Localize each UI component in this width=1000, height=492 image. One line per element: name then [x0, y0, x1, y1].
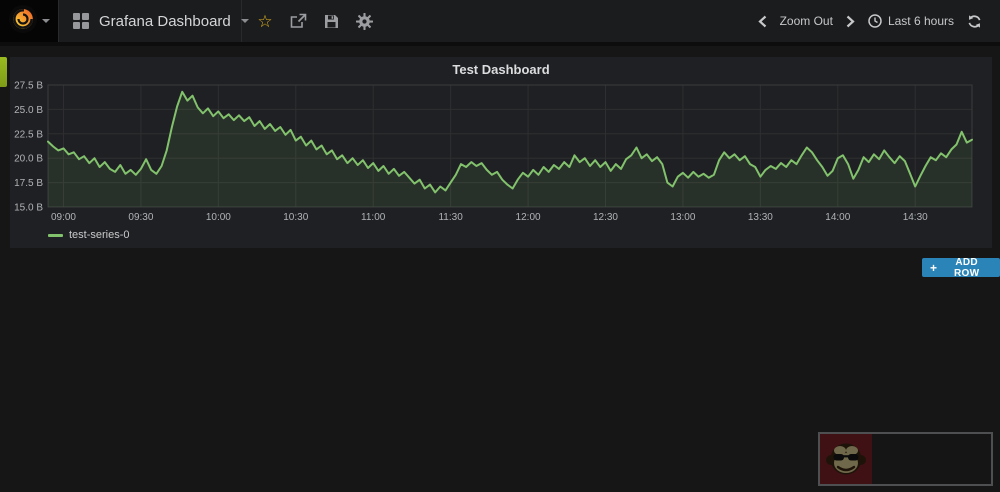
- settings-gear-icon: [355, 12, 373, 30]
- zoom-out-button[interactable]: Zoom Out: [779, 14, 833, 28]
- grafana-logo-icon: [8, 4, 38, 39]
- time-range-picker[interactable]: Last 6 hours: [868, 14, 954, 28]
- monkey-badge: [820, 434, 872, 484]
- row-collapse-handle[interactable]: [0, 57, 7, 87]
- svg-text:10:00: 10:00: [206, 212, 231, 223]
- top-navbar: Grafana Dashboard ☆: [0, 0, 1000, 42]
- star-icon: ☆: [257, 11, 273, 31]
- share-button[interactable]: [289, 11, 307, 31]
- svg-text:12:30: 12:30: [593, 212, 618, 223]
- dashboard-action-bar: ☆: [242, 0, 373, 42]
- dashboards-grid-icon: [73, 13, 89, 29]
- svg-text:14:00: 14:00: [825, 212, 850, 223]
- svg-text:12:00: 12:00: [516, 212, 541, 223]
- clock-icon: [868, 14, 882, 28]
- panel-title[interactable]: Test Dashboard: [452, 62, 550, 77]
- add-row-button[interactable]: + ADD ROW: [922, 256, 1000, 279]
- legend-series-label[interactable]: test-series-0: [69, 229, 130, 241]
- refresh-icon: [968, 14, 981, 28]
- svg-text:11:00: 11:00: [361, 212, 386, 223]
- time-back-button[interactable]: [757, 15, 767, 28]
- svg-text:20.0 B: 20.0 B: [14, 154, 43, 165]
- time-range-label: Last 6 hours: [887, 14, 954, 28]
- svg-text:09:30: 09:30: [128, 212, 153, 223]
- refresh-button[interactable]: [967, 14, 982, 29]
- svg-text:10:30: 10:30: [283, 212, 308, 223]
- svg-text:25.0 B: 25.0 B: [14, 105, 43, 116]
- caret-down-icon: [42, 19, 50, 23]
- chevron-left-icon: [757, 15, 766, 27]
- save-icon: [324, 14, 338, 28]
- svg-text:15.0 B: 15.0 B: [14, 203, 43, 214]
- chart-legend: test-series-0: [48, 229, 130, 241]
- chevron-right-icon: [846, 15, 855, 27]
- monkey-face-icon: [826, 443, 866, 475]
- time-controls: Zoom Out Last 6 hours: [757, 0, 1000, 42]
- caret-down-icon: [240, 19, 249, 23]
- svg-text:27.5 B: 27.5 B: [14, 81, 43, 92]
- svg-text:13:30: 13:30: [748, 212, 773, 223]
- star-button[interactable]: ☆: [256, 11, 274, 31]
- share-icon: [290, 13, 306, 28]
- monkey-watermark: [818, 432, 993, 486]
- time-series-chart[interactable]: 15.0 B 17.5 B 20.0 B 22.5 B 25.0 B 27.5 B 09:0…: [10, 79, 992, 229]
- time-forward-button[interactable]: [846, 15, 855, 28]
- svg-text:22.5 B: 22.5 B: [14, 129, 43, 140]
- navbar-divider: [0, 42, 1000, 46]
- graph-panel: Test Dashboard 15.0 B 17.5 B 20.0 B 22.5 B 2…: [10, 57, 992, 248]
- settings-button[interactable]: [355, 11, 373, 31]
- svg-text:09:00: 09:00: [51, 212, 76, 223]
- svg-text:13:00: 13:00: [670, 212, 695, 223]
- dashboard-switcher[interactable]: Grafana Dashboard: [58, 0, 249, 42]
- grafana-menu-button[interactable]: [0, 0, 58, 42]
- save-button[interactable]: [322, 11, 340, 31]
- plus-icon: +: [930, 260, 938, 275]
- add-row-label: ADD ROW: [953, 256, 980, 279]
- svg-text:11:30: 11:30: [438, 212, 463, 223]
- legend-series-swatch[interactable]: [48, 233, 63, 237]
- dashboard-title: Grafana Dashboard: [99, 12, 231, 30]
- svg-text:14:30: 14:30: [903, 212, 928, 223]
- svg-text:17.5 B: 17.5 B: [14, 178, 43, 189]
